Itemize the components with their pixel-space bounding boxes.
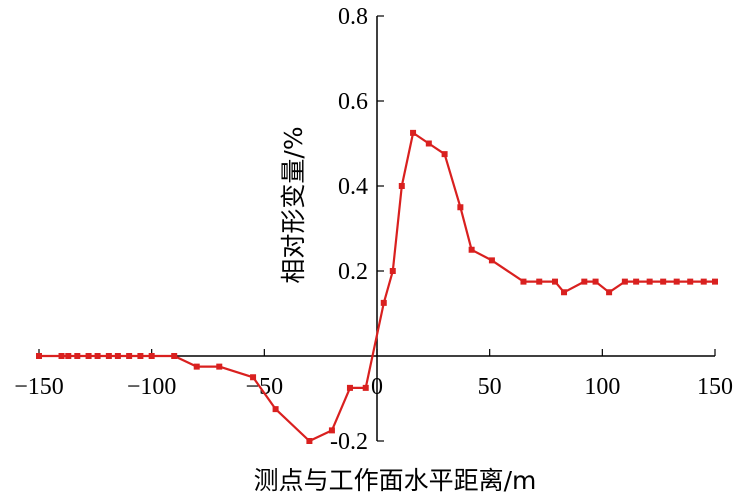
data-point	[633, 278, 640, 285]
data-point	[380, 299, 387, 306]
data-point	[441, 151, 448, 158]
data-point	[94, 353, 101, 359]
data-point	[712, 278, 718, 285]
x-tick-label: 0	[371, 374, 383, 400]
data-point	[306, 438, 313, 444]
data-point	[58, 353, 65, 359]
data-point	[488, 257, 495, 264]
data-point	[700, 278, 707, 285]
x-tick-label: 150	[697, 374, 733, 400]
x-tick-label: −150	[14, 374, 64, 400]
data-point	[65, 353, 72, 359]
data-point	[468, 246, 475, 253]
data-point	[114, 353, 121, 359]
data-point	[148, 353, 155, 359]
data-point	[105, 353, 112, 359]
y-tick-label: 0.6	[338, 89, 368, 115]
y-tick-label: 0.8	[338, 4, 368, 30]
data-point	[362, 384, 369, 391]
data-point	[137, 353, 144, 359]
x-axis-title: 测点与工作面水平距离/m	[254, 466, 537, 495]
data-point	[520, 278, 527, 285]
data-point	[621, 278, 628, 285]
data-point	[660, 278, 667, 285]
data-point	[272, 406, 279, 413]
data-point	[646, 278, 653, 285]
y-tick-label: 0.2	[338, 259, 368, 285]
y-axis-title: 相对形变量/%	[279, 126, 308, 283]
data-point	[85, 353, 92, 359]
data-point	[389, 268, 396, 274]
data-point	[328, 427, 335, 434]
data-point	[216, 363, 223, 370]
data-point	[673, 278, 680, 285]
x-tick-label: 100	[584, 374, 620, 400]
chart-ticks: −150 −100 −50 0 50 100 150-0.20.20.40.60.8	[14, 4, 733, 455]
data-point	[687, 278, 694, 285]
data-point	[36, 353, 42, 359]
data-point	[581, 278, 588, 285]
data-point	[193, 363, 200, 370]
x-tick-label: 50	[478, 374, 502, 400]
data-point	[561, 289, 568, 296]
data-point	[410, 129, 417, 136]
data-point	[126, 353, 133, 359]
y-tick-label: -0.2	[330, 429, 368, 455]
x-tick-label: −100	[127, 374, 177, 400]
data-point	[250, 374, 257, 381]
data-point	[346, 384, 353, 391]
data-point	[74, 353, 81, 359]
data-point	[398, 183, 405, 189]
data-point	[552, 278, 559, 285]
data-point	[592, 278, 599, 285]
data-point	[606, 289, 613, 296]
chart-series	[36, 129, 718, 444]
data-point	[171, 353, 178, 359]
data-point	[425, 140, 432, 147]
y-tick-label: 0.4	[338, 174, 368, 200]
data-point	[536, 278, 543, 285]
data-point	[457, 204, 464, 211]
